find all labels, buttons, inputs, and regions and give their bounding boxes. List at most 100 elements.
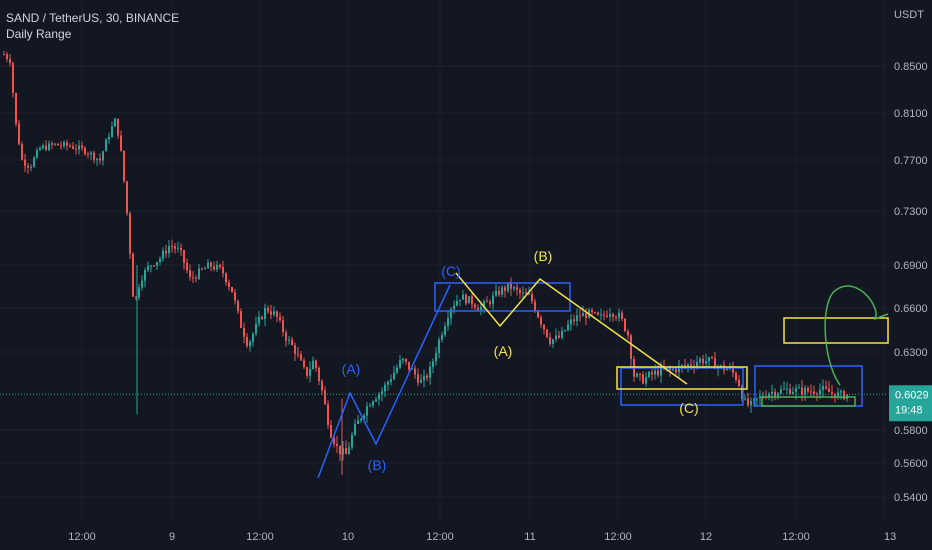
candle-body bbox=[21, 144, 23, 160]
candle-body bbox=[276, 311, 278, 317]
candle bbox=[804, 384, 806, 401]
candle bbox=[576, 308, 578, 327]
candle bbox=[738, 375, 740, 388]
candle bbox=[486, 296, 488, 303]
candle-body bbox=[504, 287, 506, 291]
candle-body bbox=[540, 317, 542, 325]
candle bbox=[408, 361, 410, 373]
candle bbox=[312, 356, 314, 370]
candle-body bbox=[108, 136, 110, 140]
candle bbox=[231, 286, 233, 293]
candle bbox=[159, 256, 161, 266]
candle-body bbox=[123, 150, 125, 182]
candle bbox=[651, 368, 653, 381]
candle-body bbox=[780, 389, 782, 394]
time-axis: 12:00 9 12:00 10 12:00 11 12:00 12 12:00 13 bbox=[68, 531, 896, 543]
candle bbox=[48, 140, 50, 152]
candle-body bbox=[144, 270, 146, 281]
candle-body bbox=[552, 339, 554, 344]
candle bbox=[294, 342, 296, 361]
y-tick-label: 0.6900 bbox=[894, 260, 928, 272]
candle-body bbox=[291, 339, 293, 346]
candle bbox=[249, 339, 251, 352]
candle-body bbox=[624, 318, 626, 332]
x-tick-label: 12 bbox=[700, 531, 712, 543]
x-tick-label: 12:00 bbox=[426, 531, 454, 543]
candle bbox=[273, 306, 275, 317]
candle-body bbox=[255, 323, 257, 334]
candle bbox=[801, 380, 803, 402]
candle-body bbox=[609, 314, 611, 317]
candle-body bbox=[495, 290, 497, 296]
candle-body bbox=[798, 387, 800, 389]
candle bbox=[6, 51, 8, 62]
candle-body bbox=[621, 312, 623, 319]
candle bbox=[216, 260, 218, 273]
candle bbox=[264, 303, 266, 327]
candle bbox=[192, 270, 194, 283]
candle-body bbox=[831, 392, 833, 394]
candle bbox=[504, 285, 506, 298]
candle-body bbox=[681, 365, 683, 367]
candle-body bbox=[18, 123, 20, 145]
candle-body bbox=[219, 264, 221, 267]
candle bbox=[33, 155, 35, 168]
candle bbox=[798, 383, 800, 389]
candle-body bbox=[486, 301, 488, 303]
candle-body bbox=[555, 335, 557, 340]
candle bbox=[747, 392, 749, 408]
candle bbox=[324, 386, 326, 405]
candle-body bbox=[66, 142, 68, 146]
candle-body bbox=[93, 152, 95, 160]
candle-body bbox=[285, 332, 287, 341]
candle-body bbox=[678, 365, 680, 373]
y-tick-label: 0.7700 bbox=[894, 155, 928, 167]
candle-body bbox=[468, 296, 470, 304]
candle bbox=[465, 293, 467, 306]
candle bbox=[114, 117, 116, 127]
candle-body bbox=[297, 353, 299, 355]
candle bbox=[240, 308, 242, 329]
candle-body bbox=[420, 380, 422, 383]
candle bbox=[309, 361, 311, 383]
candle-body bbox=[462, 294, 464, 300]
candle-body bbox=[150, 265, 152, 267]
candle bbox=[531, 290, 533, 305]
candle-body bbox=[414, 368, 416, 375]
candle bbox=[372, 400, 374, 409]
candle bbox=[678, 359, 680, 378]
candle bbox=[387, 380, 389, 391]
candle bbox=[528, 286, 530, 295]
candle bbox=[564, 329, 566, 332]
candle bbox=[837, 387, 839, 400]
candle-body bbox=[429, 366, 431, 378]
candle bbox=[18, 119, 20, 146]
candle bbox=[426, 373, 428, 381]
wave-label-yellow-b: (B) bbox=[534, 248, 553, 264]
candle bbox=[468, 296, 470, 304]
candle bbox=[102, 150, 104, 166]
candle-body bbox=[9, 58, 11, 64]
candle-body bbox=[582, 313, 584, 317]
candle-body bbox=[810, 391, 812, 393]
candle-body bbox=[372, 401, 374, 406]
candle bbox=[27, 163, 29, 174]
candle-body bbox=[771, 391, 773, 394]
candle-body bbox=[54, 143, 56, 145]
candle bbox=[741, 384, 743, 402]
candle-body bbox=[471, 296, 473, 305]
candle-body bbox=[423, 375, 425, 381]
candle-body bbox=[390, 379, 392, 382]
candle-body bbox=[57, 143, 59, 146]
candle-body bbox=[834, 393, 836, 399]
candle-body bbox=[387, 381, 389, 385]
candle bbox=[648, 370, 650, 379]
wave-label-yellow-a: (A) bbox=[494, 343, 513, 359]
candle-body bbox=[507, 283, 509, 291]
last-price-tag bbox=[889, 385, 932, 422]
candle bbox=[552, 338, 554, 349]
candle-body bbox=[333, 437, 335, 444]
candle bbox=[108, 132, 110, 144]
candle bbox=[105, 138, 107, 152]
